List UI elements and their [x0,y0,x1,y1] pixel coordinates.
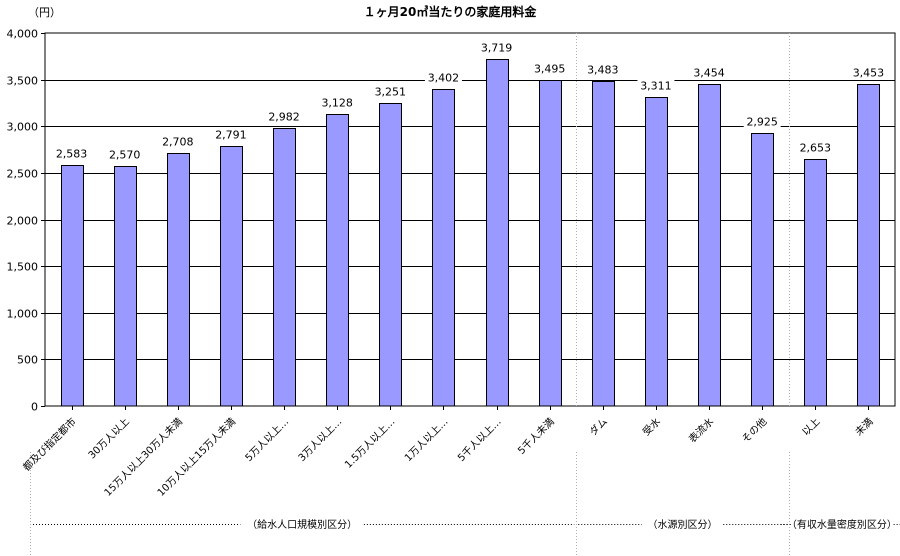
x-category-label: 1万人以上… [402,416,450,464]
data-label-background [371,84,409,99]
x-category-label: 以上 [800,416,823,439]
bar [698,84,721,407]
bars-layer: 2,583 2,570 2,708 2,791 2,982 3,128 3,251 3,402… [53,40,887,407]
data-label: 2,791 [215,129,247,142]
data-label: 3,311 [640,80,672,93]
group-label: （水源別区分） [648,518,718,531]
y-tick-label: 3,500 [7,75,39,88]
x-category-label: その他 [739,415,769,445]
y-tick-label: 4,000 [7,28,39,41]
data-label: 2,653 [800,142,832,155]
data-label-background [637,78,675,93]
data-label-background [212,127,250,142]
bar [432,89,455,407]
y-tick-label: 1,000 [7,308,39,321]
y-axis-unit-label: （円） [28,6,61,19]
bar [486,59,509,407]
bar [220,146,243,407]
y-tick-label: 2,500 [7,168,39,181]
data-label-background [478,40,516,55]
data-label: 3,402 [428,72,460,85]
data-label-background [106,147,144,162]
group-labels-layer: （給水人口規模別区分） （水源別区分） （有収水量密度別区分） [30,452,900,556]
bar [326,114,349,407]
x-category-label: 3万人以上… [296,416,344,464]
y-tick-label: 500 [17,354,38,367]
bar [751,133,774,407]
x-category-label: 5千人以上… [455,416,503,464]
data-label-background [584,62,622,77]
data-label: 2,982 [268,111,300,124]
data-label: 3,128 [321,97,353,110]
x-category-label: 都及び指定都市 [20,415,79,474]
bar [379,103,402,407]
x-category-label: 未満 [853,416,876,439]
data-label-background [531,61,569,76]
data-label-background [265,109,303,124]
bar [804,159,827,407]
x-category-label: 5千人未満 [516,416,557,457]
x-category-label: 1.5万人以上… [342,416,397,471]
y-tick-label: 0 [31,401,38,414]
data-label-background [690,65,728,80]
data-label-background [424,70,462,85]
bar [539,80,562,407]
bar [645,97,668,407]
data-label: 3,251 [375,86,407,99]
data-label: 2,708 [162,136,194,149]
y-tick-label: 1,500 [7,261,39,274]
x-category-label: 受水 [640,416,663,439]
data-label: 2,570 [109,149,141,162]
group-label: （有収水量密度別区分） [787,518,897,531]
data-label: 2,925 [746,116,778,129]
data-label: 3,453 [853,67,885,80]
bar [592,81,615,407]
data-label: 3,454 [693,67,725,80]
bar [273,128,296,407]
bar [857,84,880,407]
bar [61,165,84,407]
group-label: （給水人口規模別区分） [247,518,357,531]
y-tick-label: 3,000 [7,121,39,134]
plot-area-border [44,32,896,407]
bar [167,153,190,407]
x-category-label: 表流水 [686,415,716,445]
chart-title: １ヶ月20㎥当たりの家庭用料金 [364,4,538,19]
data-label-background [318,95,356,110]
y-tick-label: 2,000 [7,215,39,228]
data-label-background [849,65,887,80]
data-label: 3,495 [534,63,566,76]
data-label: 3,483 [587,64,619,77]
x-category-label: 5万人以上… [243,416,291,464]
data-label-background [796,140,834,155]
x-category-label: 30万人以上 [86,416,132,462]
bar [114,166,137,407]
data-label-background [743,114,781,129]
x-category-label: ダム [587,415,610,438]
data-label-background [53,146,91,161]
data-label: 2,583 [56,148,88,161]
data-label-background [159,134,197,149]
data-label: 3,719 [481,42,513,55]
